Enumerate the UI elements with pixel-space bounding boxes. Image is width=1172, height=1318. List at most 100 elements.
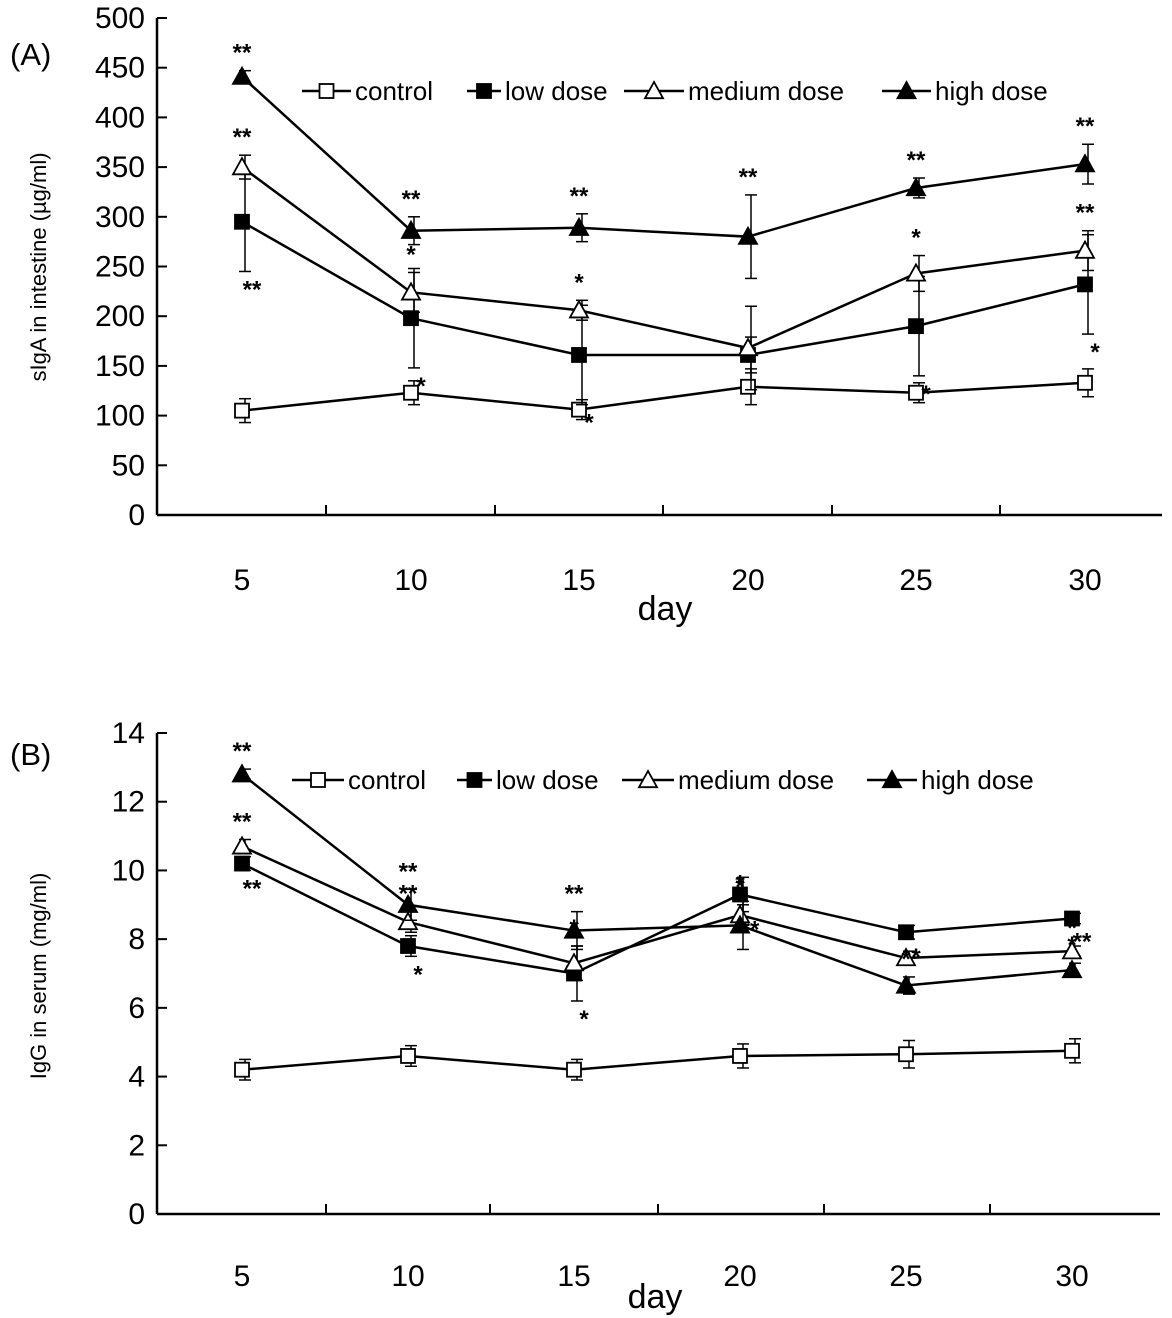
panel-b-y-tick-label: 8 — [128, 923, 145, 956]
panel-a-y-tick-label: 500 — [95, 2, 145, 35]
panel-a-series-medium-dose: ******* — [231, 124, 1096, 391]
panel-a-significance-low-dose: * — [1090, 339, 1100, 366]
panel-a-y-tick-label: 400 — [95, 101, 145, 134]
panel-b-legend-marker — [637, 769, 659, 789]
panel-a-significance-high-dose: ** — [233, 40, 252, 67]
panel-a-x-tick-label: 10 — [394, 564, 427, 597]
panel-a-line-control — [241, 381, 1086, 412]
panel-b-y-tick-label: 2 — [128, 1129, 145, 1162]
panel-b-legend-marker — [466, 772, 483, 788]
panel-a-x-tick-label: 25 — [899, 564, 932, 597]
panel-a-point-low-dose — [1077, 276, 1093, 293]
panel-a-significance-medium-dose: * — [406, 241, 416, 268]
panel-b-legend-marker — [310, 772, 326, 788]
panel-a-y-axis-label: sIgA in intestine (µg/ml) — [26, 152, 51, 381]
panel-b-significance-medium-dose: * — [901, 920, 911, 947]
panel-b-point-control — [732, 1048, 748, 1064]
panel-b-legend-label: medium dose — [678, 765, 834, 795]
panel-a-y-tick-label: 250 — [95, 251, 145, 284]
panel-b-significance-medium-dose: ** — [233, 809, 252, 836]
panel-a-significance-high-dose: ** — [1076, 113, 1095, 140]
panel-a-significance-medium-dose: ** — [233, 124, 252, 151]
panel-a-point-medium-dose — [231, 156, 253, 176]
panel-b-significance-high-dose: ** — [233, 738, 252, 765]
panel-a-x-tick-label: 15 — [562, 564, 595, 597]
panel-a-y-tick-label: 350 — [95, 151, 145, 184]
panel-b-y-tick-label: 10 — [112, 854, 145, 887]
panel-b-point-high-dose — [231, 763, 253, 783]
panel-b-x-tick-label: 20 — [723, 1260, 756, 1293]
panel-b-legend-label: low dose — [496, 765, 599, 795]
panel-b-significance-low-dose: ** — [1073, 929, 1092, 956]
panel-a-y-tick-label: 150 — [95, 350, 145, 383]
panel-a-label: (A) — [10, 37, 51, 72]
panel-a-point-medium-dose — [737, 337, 759, 357]
panel-a-significance-low-dose: * — [416, 373, 426, 400]
panel-a-series-high-dose: ** ** ** ** ** ** — [231, 40, 1096, 280]
panel-b-y-tick-label: 4 — [128, 1061, 145, 1094]
panel-a-significance-low-dose: * — [921, 381, 931, 408]
panel-a-x-tick-label: 5 — [234, 564, 251, 597]
panel-b-x-tick-label: 25 — [889, 1260, 922, 1293]
panel-b-point-low-dose — [898, 924, 914, 941]
panel-b-point-low-dose — [234, 855, 250, 872]
panel-b-point-medium-dose — [231, 835, 253, 855]
panel-b-line-control — [241, 1049, 1073, 1071]
panel-b-significance-high-dose: * — [1067, 932, 1077, 959]
panel-a-y-tick-label: 100 — [95, 400, 145, 433]
panel-b-y-tick-label: 0 — [128, 1198, 145, 1231]
panel-a-significance-medium-dose: ** — [1076, 200, 1095, 227]
panel-b-series-high-dose: ****** *** — [231, 738, 1083, 995]
panel-a-significance-high-dose: ** — [907, 147, 926, 174]
panel-a-point-high-dose — [1074, 153, 1096, 173]
panel-b-point-high-dose — [729, 914, 751, 934]
panel-b-line-medium-dose — [241, 845, 1073, 965]
panel-b-legend-label: control — [348, 765, 426, 795]
panel-b-significance-high-dose: ** — [399, 858, 418, 885]
panel-a-point-medium-dose — [568, 299, 590, 319]
panel-a-x-tick-label: 20 — [731, 564, 764, 597]
panel-b-line-high-dose — [241, 773, 1073, 987]
panel-b-significance-low-dose: * — [579, 1006, 589, 1033]
panel-a-y-tick-label: 50 — [112, 449, 145, 482]
panel-b-significance-low-dose: * — [413, 961, 423, 988]
panel-b-line-low-dose — [241, 862, 1073, 975]
panel-b-point-medium-dose — [397, 911, 419, 931]
panel-a-significance-high-dose: ** — [570, 183, 589, 210]
panel-a-point-low-dose — [908, 318, 924, 335]
panel-a-legend: control low dose medium dose high dose — [302, 76, 1048, 106]
panel-b-point-high-dose — [397, 893, 419, 913]
panel-a-legend-marker — [476, 83, 492, 99]
panel-b-point-high-dose — [895, 974, 917, 994]
panel-a-series-control — [234, 368, 1094, 424]
panel-a-point-control — [1077, 374, 1093, 391]
panel-b-series-control — [234, 1038, 1081, 1081]
panel-a-point-medium-dose — [400, 281, 422, 301]
panel-b-significance-high-dose: * — [735, 870, 745, 897]
panel-b-significance-low-dose: ** — [243, 875, 262, 902]
panel-b-x-tick-label: 5 — [234, 1260, 251, 1293]
panel-b-series-low-dose: ********* — [234, 855, 1092, 1033]
panel-a-line-low-dose — [241, 220, 1086, 357]
panel-a-point-high-dose — [231, 65, 253, 85]
panel-b-point-medium-dose — [1061, 940, 1083, 960]
panel-a-significance-high-dose: ** — [402, 186, 421, 213]
panel-b-point-control — [400, 1048, 416, 1064]
panel-b-point-low-dose — [400, 938, 416, 954]
panel-b-point-control — [234, 1061, 250, 1078]
panel-b-x-tick-label: 15 — [557, 1260, 590, 1293]
panel-a-significance-low-dose: * — [584, 410, 594, 437]
panel-b-legend-label: high dose — [921, 765, 1034, 795]
panel-a-y-tick-label: 450 — [95, 52, 145, 85]
panel-b-y-tick-label: 6 — [128, 992, 145, 1025]
panel-a-point-low-dose — [571, 347, 587, 363]
panel-a-legend-label: low dose — [505, 76, 608, 106]
panel-a-x-tick-label: 30 — [1068, 564, 1101, 597]
panel-b-point-high-dose — [1061, 959, 1083, 979]
panel-a-significance-low-dose: ** — [243, 276, 262, 303]
panel-a-point-control — [234, 402, 250, 419]
panel-b-y-tick-label: 12 — [112, 786, 145, 819]
panel-b-y-tick-label: 14 — [112, 717, 145, 750]
panel-b-point-control — [1064, 1042, 1080, 1059]
panel-a-point-high-dose — [737, 225, 759, 245]
